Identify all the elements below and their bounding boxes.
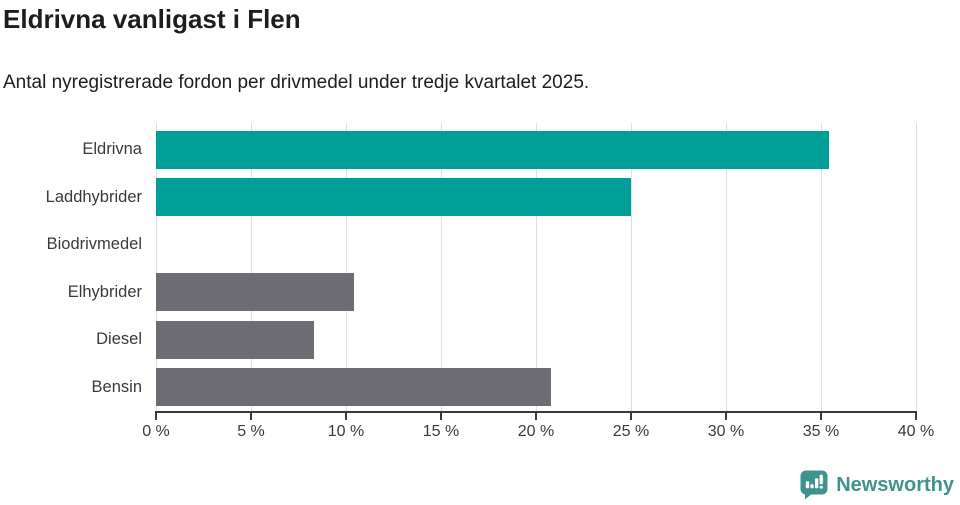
chart-subtitle: Antal nyregistrerade fordon per drivmede… [3,72,590,93]
gridline-25 [630,123,632,411]
x-tick-30 [725,413,727,420]
category-label-laddhybrider: Laddhybrider [45,187,142,206]
bar-laddhybrider [156,178,631,217]
gridline-40 [915,123,917,411]
x-tick-25 [630,413,632,420]
gridline-35 [820,123,822,411]
gridline-0 [155,123,157,411]
x-tick-label-35: 35 % [802,423,840,440]
x-tick-label-40: 40 % [897,423,935,440]
branding: Newsworthy [800,470,954,500]
x-tick-label-20: 20 % [517,423,555,440]
x-tick-5 [250,413,252,420]
category-label-diesel: Diesel [96,330,142,349]
x-tick-label-15: 15 % [422,423,460,440]
bar-diesel [156,320,314,359]
newsworthy-wordmark: Newsworthy [836,473,954,496]
x-tick-label-5: 5 % [237,423,265,440]
x-tick-40 [915,413,917,420]
x-tick-35 [820,413,822,420]
x-tick-label-10: 10 % [327,423,365,440]
gridline-20 [535,123,537,411]
x-tick-label-0: 0 % [142,423,170,440]
gridline-5 [250,123,252,411]
gridline-30 [725,123,727,411]
category-label-elhybrider: Elhybrider [67,282,142,301]
x-tick-label-30: 30 % [707,423,745,440]
bar-bensin [156,368,552,407]
x-axis-line [155,411,917,413]
gridline-10 [345,123,347,411]
newsworthy-logo-icon [800,470,828,500]
x-tick-15 [440,413,442,420]
chart-title: Eldrivna vanligast i Flen [3,4,301,34]
gridline-15 [440,123,442,411]
category-label-bensin: Bensin [91,377,142,396]
category-label-eldrivna: Eldrivna [82,140,142,159]
category-label-biodrivmedel: Biodrivmedel [46,235,142,254]
x-tick-10 [345,413,347,420]
x-tick-label-25: 25 % [612,423,650,440]
bar-eldrivna [156,130,829,169]
bar-elhybrider [156,273,354,312]
x-tick-20 [535,413,537,420]
x-tick-0 [155,413,157,420]
